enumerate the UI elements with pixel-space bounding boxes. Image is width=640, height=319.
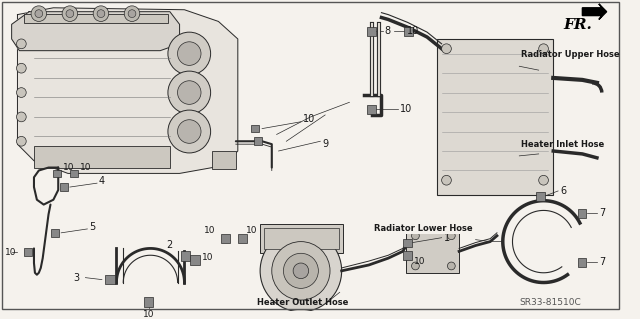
Bar bbox=[238, 234, 246, 242]
Circle shape bbox=[539, 175, 548, 185]
Text: 10: 10 bbox=[413, 256, 425, 266]
Polygon shape bbox=[17, 8, 238, 174]
Bar bbox=[212, 151, 236, 168]
Circle shape bbox=[177, 42, 201, 65]
Bar bbox=[536, 192, 545, 201]
Circle shape bbox=[177, 81, 201, 104]
Circle shape bbox=[177, 120, 201, 143]
Bar bbox=[367, 105, 376, 114]
Circle shape bbox=[62, 6, 77, 21]
Circle shape bbox=[260, 230, 342, 312]
Text: 1: 1 bbox=[444, 233, 450, 243]
Circle shape bbox=[17, 137, 26, 146]
Circle shape bbox=[31, 6, 47, 21]
Circle shape bbox=[93, 6, 109, 21]
Circle shape bbox=[17, 88, 26, 97]
Circle shape bbox=[168, 110, 211, 153]
Text: 5: 5 bbox=[90, 222, 95, 232]
Bar bbox=[403, 239, 412, 248]
Text: FR.: FR. bbox=[563, 18, 592, 32]
Bar bbox=[264, 228, 339, 249]
Circle shape bbox=[17, 63, 26, 73]
Text: 10: 10 bbox=[143, 310, 154, 319]
Text: 7: 7 bbox=[599, 208, 605, 218]
Text: Radiator Lower Hose: Radiator Lower Hose bbox=[374, 225, 472, 234]
Text: Radiator Upper Hose: Radiator Upper Hose bbox=[521, 50, 620, 59]
Bar bbox=[436, 39, 553, 195]
Text: 2: 2 bbox=[166, 241, 173, 250]
Bar bbox=[406, 229, 459, 273]
Circle shape bbox=[168, 32, 211, 75]
Circle shape bbox=[97, 10, 105, 18]
Text: 9: 9 bbox=[323, 139, 328, 149]
Bar bbox=[60, 183, 68, 191]
Bar bbox=[190, 255, 200, 265]
Bar bbox=[577, 258, 586, 267]
Text: 3: 3 bbox=[74, 273, 79, 283]
Text: 10: 10 bbox=[204, 226, 216, 235]
Circle shape bbox=[128, 10, 136, 18]
Circle shape bbox=[539, 44, 548, 54]
Bar bbox=[143, 297, 154, 307]
Bar bbox=[252, 125, 259, 132]
Bar bbox=[221, 234, 230, 242]
Circle shape bbox=[412, 232, 419, 240]
Text: 10: 10 bbox=[202, 253, 213, 262]
Circle shape bbox=[272, 241, 330, 300]
Circle shape bbox=[442, 175, 451, 185]
Text: Heater Inlet Hose: Heater Inlet Hose bbox=[521, 140, 604, 149]
Text: Heater Outlet Hose: Heater Outlet Hose bbox=[257, 298, 349, 307]
Bar bbox=[34, 146, 170, 167]
Bar bbox=[24, 14, 168, 23]
Circle shape bbox=[447, 232, 455, 240]
Bar bbox=[51, 229, 60, 237]
Circle shape bbox=[442, 44, 451, 54]
Text: 10: 10 bbox=[246, 226, 257, 235]
Circle shape bbox=[447, 262, 455, 270]
Bar bbox=[105, 275, 115, 285]
Bar bbox=[403, 251, 412, 260]
Bar bbox=[577, 210, 586, 218]
Circle shape bbox=[124, 6, 140, 21]
Circle shape bbox=[293, 263, 308, 278]
Circle shape bbox=[284, 253, 318, 288]
Polygon shape bbox=[12, 12, 180, 51]
Bar bbox=[254, 137, 262, 145]
Text: 7: 7 bbox=[599, 257, 605, 267]
Text: 10: 10 bbox=[5, 248, 17, 257]
Text: 10: 10 bbox=[63, 163, 75, 172]
Text: SR33-81510C: SR33-81510C bbox=[519, 298, 581, 307]
Bar bbox=[367, 27, 376, 36]
Bar bbox=[53, 169, 61, 177]
Bar bbox=[180, 251, 190, 261]
Circle shape bbox=[66, 10, 74, 18]
Text: 6: 6 bbox=[560, 186, 566, 196]
Polygon shape bbox=[582, 4, 607, 19]
Circle shape bbox=[412, 262, 419, 270]
Bar bbox=[260, 224, 342, 253]
Text: 8: 8 bbox=[385, 26, 390, 36]
Text: 4: 4 bbox=[99, 176, 105, 186]
Text: 10: 10 bbox=[400, 104, 412, 114]
Circle shape bbox=[35, 10, 43, 18]
Bar bbox=[24, 249, 32, 256]
Circle shape bbox=[17, 112, 26, 122]
Circle shape bbox=[168, 71, 211, 114]
Bar bbox=[70, 169, 77, 177]
Text: 10: 10 bbox=[303, 114, 315, 124]
Text: 10: 10 bbox=[406, 26, 419, 36]
Circle shape bbox=[17, 39, 26, 49]
Bar bbox=[404, 27, 413, 36]
Text: 10: 10 bbox=[79, 163, 91, 172]
